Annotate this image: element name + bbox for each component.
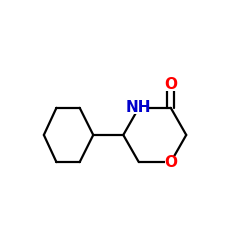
Text: NH: NH	[126, 100, 152, 115]
Text: O: O	[164, 77, 177, 92]
Bar	[165, 78, 176, 91]
Bar	[165, 156, 176, 169]
Text: O: O	[164, 154, 177, 170]
Bar	[130, 101, 148, 114]
